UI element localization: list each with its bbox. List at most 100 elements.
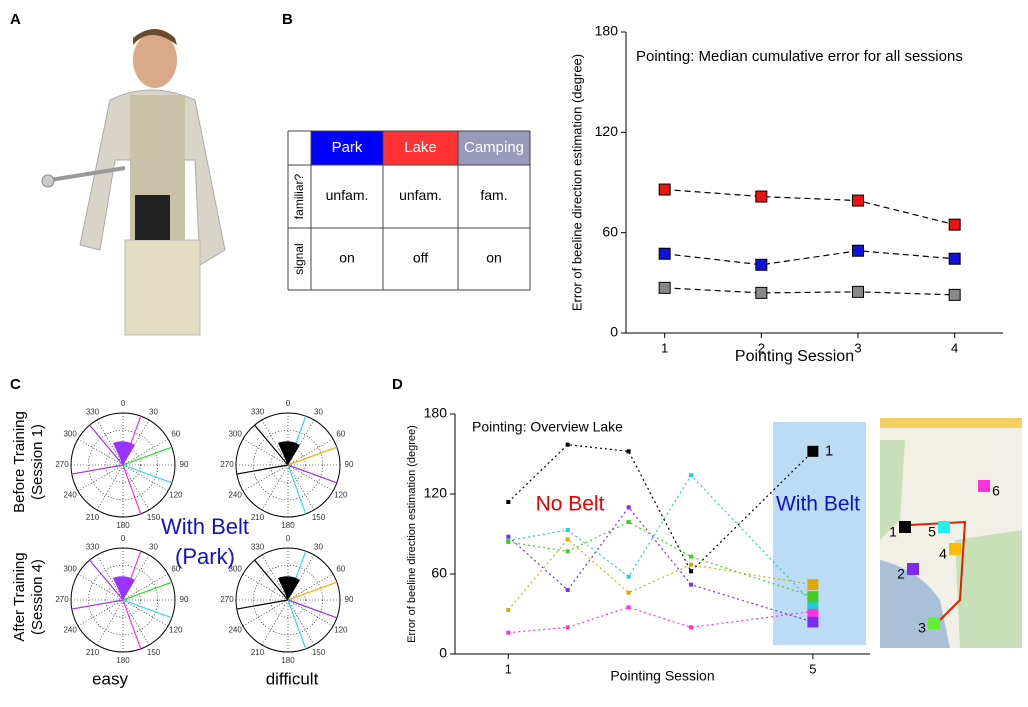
row-label: (Session 1): [29, 424, 46, 500]
data-point: [689, 554, 694, 559]
map-label: 4: [939, 546, 947, 562]
pointing-arrow: [122, 464, 173, 484]
data-point: [565, 625, 570, 630]
angle-label: 120: [169, 626, 183, 635]
polar-ring: [88, 430, 158, 500]
pointing-arrow: [287, 599, 338, 619]
belt-region: [773, 422, 866, 645]
table-cell: off: [413, 250, 428, 266]
row-label: (Session 4): [29, 559, 46, 635]
row-label: After Training: [11, 552, 28, 641]
angle-label: 270: [55, 460, 69, 469]
pointing-arrow: [89, 424, 124, 466]
angle-label: 270: [220, 460, 234, 469]
error-wedge: [113, 441, 135, 465]
angle-label: 30: [314, 542, 323, 551]
x-tick-label: 2: [758, 340, 765, 355]
y-tick-label: 120: [595, 123, 619, 139]
x-tick-label: 4: [951, 340, 958, 355]
error-wedge: [278, 576, 300, 600]
angle-label: 90: [180, 595, 189, 604]
angle-label: 240: [228, 626, 242, 635]
angle-label: 270: [55, 595, 69, 604]
series-line: [664, 188, 955, 226]
data-point: [658, 281, 671, 294]
pointing-arrow: [287, 464, 307, 515]
angle-label: 300: [63, 565, 77, 574]
panel-letter: A: [10, 11, 21, 28]
data-point: [565, 588, 570, 592]
angle-label: 60: [171, 430, 180, 439]
angle-label: 60: [171, 565, 180, 574]
x-tick-label: 3: [854, 340, 861, 355]
angle-label: 30: [149, 542, 158, 551]
map-label: 5: [928, 524, 936, 540]
data-point: [626, 449, 631, 454]
angle-label: 120: [334, 491, 348, 500]
map-marker: [938, 521, 950, 533]
pointing-arrow: [287, 599, 307, 650]
data-point: [626, 605, 631, 610]
angle-label: 210: [251, 648, 265, 657]
photo: [41, 29, 226, 336]
data-point: [565, 442, 570, 447]
data-point: [755, 286, 768, 299]
header-cell: [458, 131, 530, 165]
angle-label: 180: [281, 521, 295, 530]
data-point: [948, 252, 961, 265]
data-point: [506, 630, 511, 635]
error-wedge: [113, 576, 135, 600]
data-point: [565, 537, 570, 542]
data-point: [852, 194, 864, 207]
angle-label: 300: [228, 430, 242, 439]
polar-spoke: [96, 464, 124, 511]
row-label: Before Training: [11, 411, 28, 513]
angle-label: 210: [86, 648, 100, 657]
series-line: [664, 250, 955, 266]
pointing-arrow: [122, 581, 173, 601]
angle-label: 300: [228, 565, 242, 574]
y-tick-label: 60: [602, 223, 618, 239]
row-label: familiar?: [292, 174, 306, 220]
row-label: signal: [292, 243, 306, 274]
data-point: [807, 579, 819, 591]
data-point: [689, 473, 694, 478]
table-cell: unfam.: [326, 187, 369, 203]
data-point: [506, 500, 511, 504]
polar-spoke: [261, 464, 289, 511]
column-label: difficult: [266, 669, 319, 688]
angle-label: 60: [336, 430, 345, 439]
angle-label: 150: [147, 648, 161, 657]
series-line: [507, 538, 813, 611]
polar-spoke: [122, 464, 169, 492]
error-wedge: [278, 441, 300, 465]
angle-label: 240: [228, 491, 242, 500]
angle-label: 30: [149, 407, 158, 416]
center-label: With Belt: [161, 514, 249, 539]
series-line: [507, 444, 814, 573]
polar-spoke: [287, 599, 315, 646]
map-marker: [949, 543, 961, 555]
series-line: [508, 474, 814, 604]
angle-label: 330: [251, 407, 265, 416]
map-marker: [928, 617, 940, 629]
angle-label: 150: [312, 513, 326, 522]
y-axis-label: Error of beeline direction estimation (d…: [406, 425, 418, 643]
angle-label: 330: [251, 542, 265, 551]
polar-spoke: [287, 599, 334, 627]
pointing-arrow: [122, 446, 173, 466]
pointing-arrow: [287, 581, 338, 601]
pointing-arrow: [122, 464, 142, 515]
y-tick-label: 120: [424, 485, 448, 501]
polar-spoke: [261, 599, 289, 646]
table-cell: unfam.: [399, 187, 442, 203]
annotation: No Belt: [536, 493, 605, 516]
x-tick-label: 1: [505, 661, 512, 676]
data-point: [689, 562, 694, 567]
angle-label: 60: [336, 565, 345, 574]
table-cell: fam.: [480, 187, 507, 203]
map-marker: [907, 563, 919, 575]
polar-spoke: [287, 464, 315, 511]
table-cell: on: [339, 250, 355, 266]
angle-label: 90: [345, 595, 354, 604]
